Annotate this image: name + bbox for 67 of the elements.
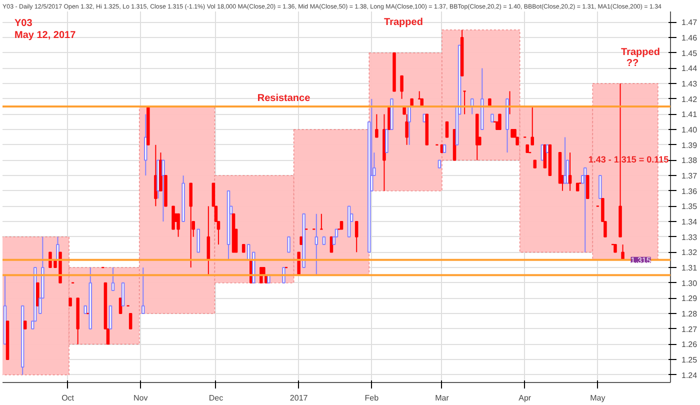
candlestick (111, 267, 115, 292)
y-tick-label: 1.38 (682, 156, 698, 166)
y-tick-label: 1.39 (682, 140, 698, 150)
y-tick-label: 1.40 (682, 126, 698, 135)
candlestick (498, 114, 502, 130)
candlestick (385, 129, 388, 154)
candlestick (142, 267, 145, 314)
annotation: Y03 (14, 18, 33, 29)
annotation: 1.315 (630, 256, 652, 265)
y-tick-label: 1.45 (682, 48, 698, 58)
candlestick (462, 90, 466, 115)
x-tick-label: Dec (208, 394, 224, 402)
candlestick (118, 298, 122, 314)
candlestick (314, 213, 318, 276)
candlestick (320, 213, 324, 230)
candlestick (189, 182, 192, 268)
y-tick-label: 1.34 (682, 218, 698, 227)
y-tick-label: 1.35 (682, 202, 698, 212)
y-tick-label: 1.26 (682, 340, 698, 350)
x-tick-label: Nov (134, 394, 148, 402)
x-tick-label: May (590, 394, 606, 402)
candlestick (568, 152, 572, 192)
candlestick (400, 75, 404, 100)
candlestick (408, 106, 411, 146)
y-tick-label: 1.41 (682, 110, 698, 120)
candlestick (586, 175, 590, 200)
candlestick (36, 282, 40, 306)
candlestick (598, 175, 602, 200)
candlestick (540, 144, 544, 161)
y-tick-label: 1.42 (682, 94, 698, 104)
candlestick (621, 244, 624, 260)
x-tick-label: Oct (62, 394, 75, 402)
y-tick-label: 1.46 (682, 34, 698, 43)
candlestick (246, 244, 250, 260)
y-tick-label: 1.43 (682, 80, 698, 89)
candlestick (121, 282, 125, 306)
candlestick (445, 121, 449, 138)
y-tick-label: 1.29 (682, 294, 698, 304)
y-tick-label: 1.24 (682, 370, 698, 380)
y-tick-label: 1.28 (682, 310, 698, 319)
y-tick-label: 1.25 (682, 356, 698, 365)
x-tick-label: Apr (518, 394, 532, 402)
candlestick (287, 236, 290, 253)
y-tick-label: 1.44 (682, 64, 698, 74)
annotation: Resistance (257, 93, 311, 104)
annotation: Trapped (621, 47, 660, 58)
annotation: May 12, 2017 (14, 30, 76, 41)
candlestick (354, 221, 358, 253)
candlestick (144, 114, 148, 176)
candlestick (375, 114, 378, 138)
y-tick-label: 1.36 (682, 186, 698, 196)
annotation: Trapped (384, 17, 423, 28)
candlestick (162, 160, 165, 222)
x-tick-label: Feb (364, 394, 380, 402)
y-tick-label: 1.47 (682, 18, 698, 28)
x-tick-label: Mar (435, 394, 450, 402)
candlestick (128, 313, 132, 330)
candlestick (196, 228, 200, 253)
y-tick-label: 1.32 (682, 248, 698, 258)
annotation: ?? (626, 58, 639, 69)
y-tick-label: 1.27 (682, 324, 698, 334)
y-tick-label: 1.30 (682, 278, 698, 288)
y-tick-label: 1.33 (682, 232, 698, 242)
y-tick-label: 1.31 (682, 264, 698, 273)
x-tick-label: 2017 (290, 394, 308, 402)
y-tick-label: 1.37 (682, 172, 698, 181)
candlestick (108, 305, 112, 330)
